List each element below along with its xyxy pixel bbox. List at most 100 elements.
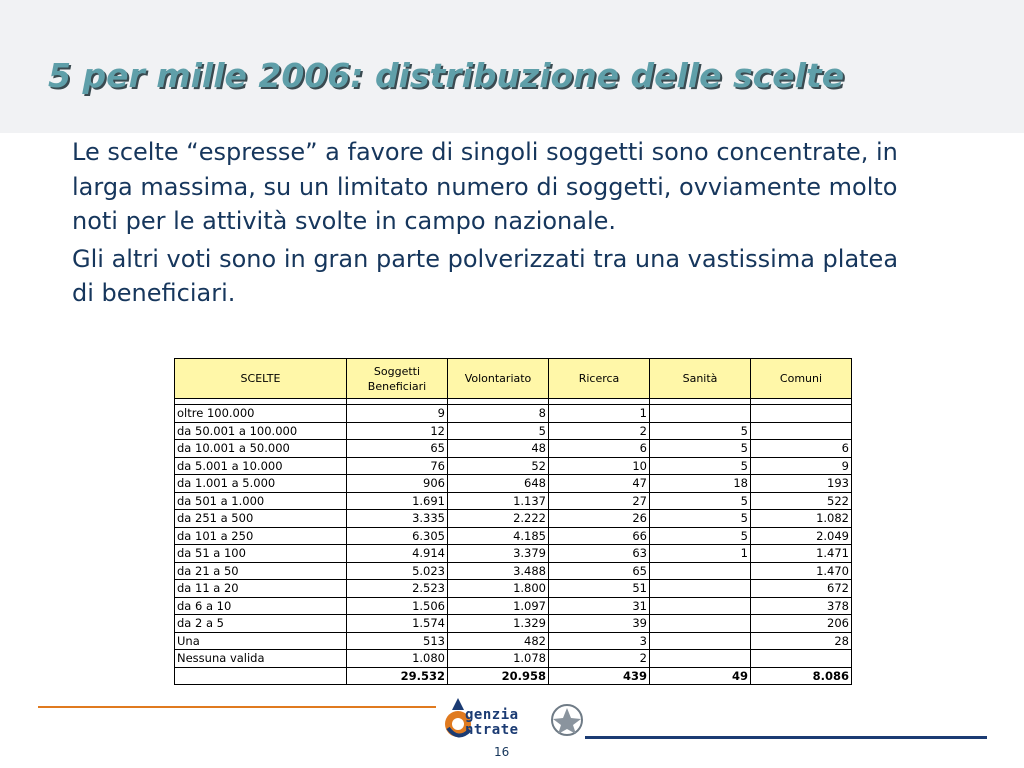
slide-title: 5 per mille 2006: distribuzione delle sc… (48, 56, 845, 95)
table-cell: 6 (548, 439, 650, 458)
table-cell: 193 (750, 474, 852, 493)
table-cell: 5 (649, 456, 751, 475)
table-cell: 47 (548, 474, 650, 493)
table-cell: 5 (649, 491, 751, 510)
table-row: Una 513 482 3 28 (174, 631, 852, 650)
table-cell: 3.488 (447, 561, 549, 580)
table-cell: 1.082 (750, 509, 852, 528)
table-cell: 378 (750, 596, 852, 615)
table-cell: 18 (649, 474, 751, 493)
table-cell (649, 404, 751, 423)
table-cell: 1.097 (447, 596, 549, 615)
table-row: da 51 a 100 4.914 3.379 63 1 1.471 (174, 544, 852, 563)
row-label-cell: Nessuna valida (174, 649, 347, 668)
table-cell (750, 404, 852, 423)
table-cell: 6 (750, 439, 852, 458)
table-cell: 10 (548, 456, 650, 475)
table-cell: 76 (346, 456, 448, 475)
table-cell: 482 (447, 631, 549, 650)
table-cell: 4.914 (346, 544, 448, 563)
table-cell: 1.574 (346, 614, 448, 633)
table-cell (649, 614, 751, 633)
table-cell: 31 (548, 596, 650, 615)
table-cell (649, 596, 751, 615)
column-header: Comuni (750, 358, 852, 399)
table-cell: 513 (346, 631, 448, 650)
table-cell: 63 (548, 544, 650, 563)
column-header: Volontariato (447, 358, 549, 399)
column-header: Soggetti Beneficiari (346, 358, 448, 399)
table-row: da 10.001 a 50.000 65 48 6 5 6 (174, 439, 852, 458)
total-cell (174, 666, 347, 685)
table-body: oltre 100.000 9 8 1 da 50.001 a 100.000 12 5 2 5… (174, 398, 852, 685)
paragraph: Gli altri voti sono in gran parte polver… (72, 244, 899, 308)
table-cell: 2.049 (750, 526, 852, 545)
table-cell (649, 649, 751, 668)
row-label-cell: Una (174, 631, 347, 650)
total-cell: 439 (548, 666, 650, 685)
table-cell: 51 (548, 579, 650, 598)
row-label-cell: da 10.001 a 50.000 (174, 439, 347, 458)
table-cell (649, 561, 751, 580)
table-cell: 1.471 (750, 544, 852, 563)
table-cell: 672 (750, 579, 852, 598)
table-cell: 2.222 (447, 509, 549, 528)
table-cell: 906 (346, 474, 448, 493)
italian-republic-emblem-icon (551, 704, 583, 736)
table-cell: 2 (548, 421, 650, 440)
paragraph: Le scelte “espresse” a favore di singoli… (72, 138, 898, 235)
table-cell: 1.470 (750, 561, 852, 580)
logo-text-entrate: ntrate (465, 722, 519, 738)
total-cell: 20.958 (447, 666, 549, 685)
row-label-cell: da 251 a 500 (174, 509, 347, 528)
table-cell: 3 (548, 631, 650, 650)
table-cell: 66 (548, 526, 650, 545)
table-cell: 12 (346, 421, 448, 440)
table-cell: 27 (548, 491, 650, 510)
table-row: da 5.001 a 10.000 76 52 10 5 9 (174, 456, 852, 475)
column-header: Ricerca (548, 358, 650, 399)
table-cell: 48 (447, 439, 549, 458)
table-cell: 3.335 (346, 509, 448, 528)
body-text: Le scelte “espresse” a favore di singoli… (72, 135, 912, 314)
table-cell: 9 (346, 404, 448, 423)
table-cell (750, 649, 852, 668)
table-cell: 648 (447, 474, 549, 493)
column-header: SCELTE (174, 358, 347, 399)
row-label-cell: da 2 a 5 (174, 614, 347, 633)
title-band (0, 0, 1024, 133)
table-cell: 39 (548, 614, 650, 633)
table-cell: 2.523 (346, 579, 448, 598)
spacer-row (174, 398, 852, 405)
row-label-cell: da 101 a 250 (174, 526, 347, 545)
table-cell: 5.023 (346, 561, 448, 580)
table-row: da 501 a 1.000 1.691 1.137 27 5 522 (174, 491, 852, 510)
row-label-cell: da 51 a 100 (174, 544, 347, 563)
table-row: da 21 a 50 5.023 3.488 65 1.470 (174, 561, 852, 580)
table-header-row: SCELTE Soggetti Beneficiari Volontariato… (174, 358, 852, 399)
row-label-cell: oltre 100.000 (174, 404, 347, 423)
table-cell: 9 (750, 456, 852, 475)
page-number: 16 (494, 745, 510, 759)
table-cell: 52 (447, 456, 549, 475)
footer-orange-rule (38, 706, 436, 708)
table-cell: 206 (750, 614, 852, 633)
row-label-cell: da 6 a 10 (174, 596, 347, 615)
table-cell: 522 (750, 491, 852, 510)
table-row: da 251 a 500 3.335 2.222 26 5 1.082 (174, 509, 852, 528)
row-label-cell: da 11 a 20 (174, 579, 347, 598)
table-cell: 3.379 (447, 544, 549, 563)
table-row: oltre 100.000 9 8 1 (174, 404, 852, 423)
table-cell (750, 421, 852, 440)
table-cell: 5 (649, 421, 751, 440)
table-cell: 4.185 (447, 526, 549, 545)
table-cell: 5 (447, 421, 549, 440)
column-header: Sanità (649, 358, 751, 399)
table-cell: 6.305 (346, 526, 448, 545)
table-row: da 1.001 a 5.000 906 648 47 18 193 (174, 474, 852, 493)
total-cell: 29.532 (346, 666, 448, 685)
agenzia-entrate-logo-icon (445, 698, 583, 738)
distribution-table: SCELTE Soggetti Beneficiari Volontariato… (174, 358, 852, 685)
table-cell: 5 (649, 439, 751, 458)
row-label-cell: da 50.001 a 100.000 (174, 421, 347, 440)
